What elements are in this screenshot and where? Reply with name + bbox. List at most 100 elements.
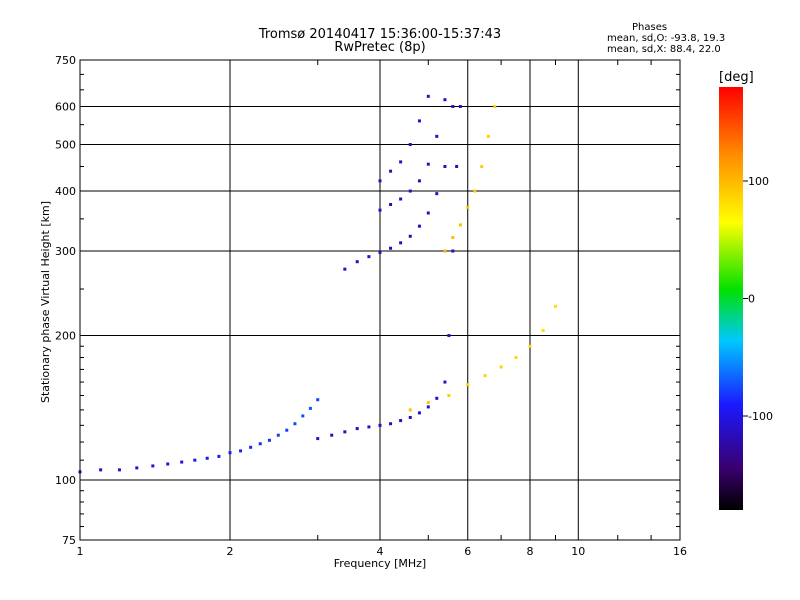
data-point <box>249 445 253 449</box>
y-tick-label: 500 <box>55 139 76 152</box>
data-point <box>483 374 487 378</box>
x-tick-label: 10 <box>571 545 585 558</box>
data-point <box>258 442 262 446</box>
x-tick-label: 4 <box>377 545 384 558</box>
data-point <box>417 119 421 123</box>
data-point <box>293 422 297 426</box>
data-point <box>378 250 382 254</box>
data-point <box>193 458 197 462</box>
phases-title: Phases <box>632 22 668 33</box>
data-point <box>408 408 412 412</box>
data-point <box>166 462 170 466</box>
data-point <box>389 246 393 250</box>
data-point <box>451 105 455 109</box>
data-point <box>180 460 184 464</box>
x-tick-label: 2 <box>227 545 234 558</box>
y-tick-label: 200 <box>55 330 76 343</box>
data-point <box>389 422 393 426</box>
data-point <box>480 164 484 168</box>
data-point <box>514 355 518 359</box>
data-point <box>367 255 371 259</box>
data-point <box>417 411 421 415</box>
data-point <box>399 241 403 245</box>
data-point <box>435 192 439 196</box>
x-tick-label: 8 <box>527 545 534 558</box>
data-point <box>217 454 221 458</box>
data-point <box>308 406 312 410</box>
data-point <box>426 405 430 409</box>
data-point <box>541 328 545 332</box>
data-point <box>426 401 430 405</box>
data-point <box>443 249 447 253</box>
data-point <box>443 380 447 384</box>
data-point <box>355 260 359 264</box>
data-point <box>408 234 412 238</box>
data-point <box>378 208 382 212</box>
data-point <box>417 224 421 228</box>
y-tick-label: 400 <box>55 185 76 198</box>
data-point <box>447 334 451 338</box>
data-point <box>378 179 382 183</box>
data-point <box>408 143 412 147</box>
phases-o-mode: mean, sd,O: -93.8, 19.3 <box>607 33 726 44</box>
data-point <box>417 179 421 183</box>
data-point <box>451 249 455 253</box>
data-point <box>408 415 412 419</box>
colorbar-label: [deg] <box>719 70 754 85</box>
y-tick-label: 100 <box>55 474 76 487</box>
data-point <box>455 164 459 168</box>
data-point <box>151 464 155 468</box>
data-point <box>239 449 243 453</box>
y-tick-label: 750 <box>55 54 76 67</box>
data-point <box>399 160 403 164</box>
data-point <box>316 437 320 441</box>
data-point <box>367 425 371 429</box>
data-point <box>267 438 271 442</box>
data-point <box>117 468 121 472</box>
data-point <box>355 427 359 431</box>
y-tick-label: 600 <box>55 101 76 114</box>
data-point <box>553 304 557 308</box>
chart-title: Tromsø 20140417 15:36:00-15:37:43 <box>258 27 502 42</box>
data-point <box>343 267 347 271</box>
colorbar-tick-label: 100 <box>748 175 769 188</box>
data-point <box>426 162 430 166</box>
data-point <box>447 394 451 398</box>
colorbar <box>719 87 743 510</box>
data-point <box>399 197 403 201</box>
x-tick-label: 16 <box>673 545 687 558</box>
chart-subtitle: RwPretec (8p) <box>334 40 426 55</box>
data-point <box>458 223 462 227</box>
data-point <box>276 433 280 437</box>
colorbar-tick-label: 0 <box>748 293 755 306</box>
data-point <box>228 451 232 455</box>
data-point <box>408 189 412 193</box>
x-axis-label: Frequency [MHz] <box>333 557 427 570</box>
data-point <box>493 105 497 109</box>
data-point <box>343 430 347 434</box>
data-point <box>426 211 430 215</box>
data-point <box>285 428 289 432</box>
data-point <box>330 433 334 437</box>
data-point <box>378 423 382 427</box>
y-tick-label: 300 <box>55 245 76 258</box>
data-point <box>443 164 447 168</box>
data-point <box>426 94 430 98</box>
y-tick-label: 75 <box>62 534 76 547</box>
plot-frame <box>79 59 681 541</box>
data-point <box>473 189 477 193</box>
data-point <box>466 383 470 387</box>
data-point <box>443 98 447 102</box>
x-tick-label: 1 <box>77 545 84 558</box>
phases-x-mode: mean, sd,X: 88.4, 22.0 <box>607 44 721 55</box>
data-point <box>528 344 532 348</box>
data-point <box>99 468 103 472</box>
data-point <box>451 236 455 240</box>
data-point <box>205 456 209 460</box>
x-tick-label: 6 <box>464 545 471 558</box>
data-point <box>399 419 403 423</box>
data-point <box>435 396 439 400</box>
colorbar-tick-label: -100 <box>748 410 773 423</box>
data-point <box>435 134 439 138</box>
